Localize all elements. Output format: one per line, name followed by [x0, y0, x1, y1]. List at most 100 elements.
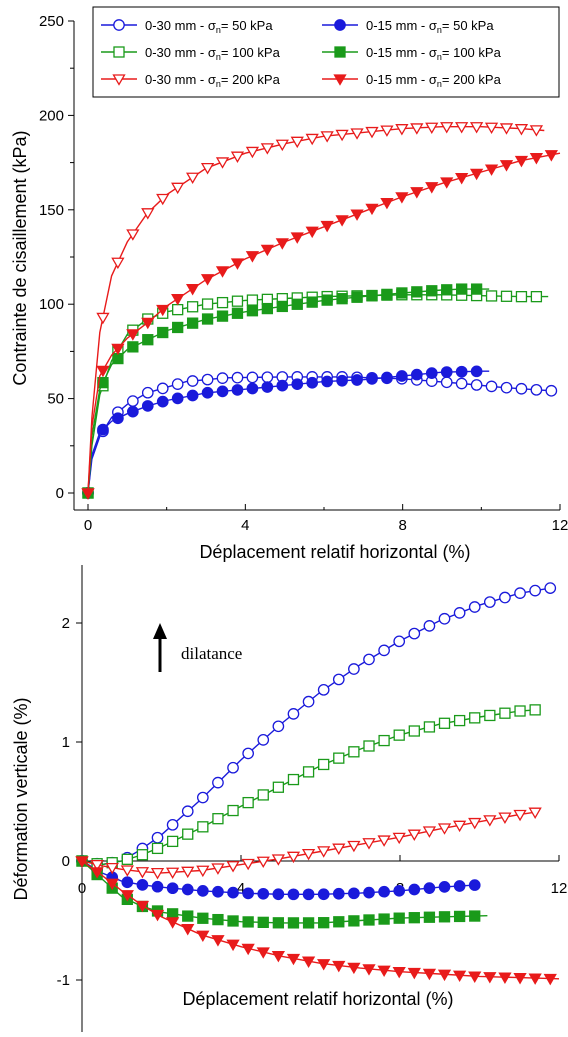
series-3-point-17 [336, 293, 348, 305]
series-5-point-24 [440, 177, 454, 189]
series-2-point-8 [197, 821, 209, 833]
series-1-point-22 [408, 883, 421, 896]
series-4-point-26 [469, 122, 484, 134]
series-5-point-24 [437, 969, 452, 982]
series-1-point-16 [321, 375, 333, 388]
series-5-point-3 [126, 329, 140, 341]
series-5-point-17 [335, 215, 349, 227]
series-2-point-28 [499, 707, 511, 719]
series-0-point-25 [453, 607, 466, 619]
series-2-point-21 [393, 729, 405, 741]
series-2-point-5 [151, 842, 164, 855]
series-0-point-31 [544, 582, 557, 594]
series-1-point-16 [317, 888, 330, 901]
series-2-point-22 [408, 725, 420, 737]
series-0-point-5 [156, 382, 169, 395]
series-4-point-11 [241, 858, 255, 871]
series-1-point-3 [126, 405, 139, 418]
series-5-point-26 [469, 168, 484, 181]
series-0-point-9 [212, 776, 224, 789]
legend-label: 0-15 mm - σn= 100 kPa [366, 45, 502, 62]
series-3-point-13 [272, 917, 285, 929]
series-5-point-21 [392, 966, 406, 979]
legend-marker [113, 46, 125, 58]
series-1-point-14 [287, 888, 300, 901]
series-0-point-11 [242, 747, 255, 760]
series-2-point-15 [302, 766, 315, 778]
series-3-point-16 [321, 294, 333, 306]
series-5-point-25 [452, 970, 467, 983]
series-3-point-18 [351, 291, 363, 303]
series-5-point-23 [425, 182, 439, 194]
series-0-point-7 [186, 375, 199, 387]
series-4-point-5 [156, 193, 170, 206]
y-tick-label-2: 1 [62, 734, 70, 751]
series-4-point-7 [181, 866, 195, 879]
series-3-point-19 [366, 290, 378, 302]
series-4-point-8 [200, 163, 215, 175]
series-5-point-10 [230, 258, 245, 270]
series-1-point-10 [231, 384, 244, 396]
series-3-point-1 [97, 376, 109, 389]
series-4-point-10 [230, 151, 245, 163]
series-5-point-8 [196, 930, 210, 943]
series-4-point-21 [392, 832, 406, 845]
series-0-line [81, 586, 556, 866]
series-1-point-4 [136, 879, 149, 891]
series-1-point-20 [381, 371, 393, 384]
series-3-point-21 [396, 287, 408, 299]
series-4-point-12 [256, 856, 270, 869]
series-4-point-17 [335, 129, 349, 142]
series-1-point-12 [261, 381, 274, 393]
series-3-point-11 [246, 305, 259, 317]
series-0-point-13 [272, 720, 285, 733]
y-tick-label-2: 100 [39, 296, 64, 313]
series-4-point-16 [320, 131, 334, 143]
series-0-point-15 [302, 695, 315, 708]
series-5-point-12 [260, 244, 274, 257]
series-5-point-4 [135, 900, 150, 913]
series-0-point-8 [196, 791, 209, 804]
series-0-point-23 [423, 620, 436, 632]
series-4-point-13 [271, 854, 285, 866]
series-4-point-29 [514, 124, 529, 136]
series-2-point-28 [500, 290, 513, 302]
series-5-point-14 [290, 232, 304, 244]
series-2-line [87, 294, 549, 494]
y-tick-label-3: 150 [39, 202, 64, 219]
series-5-point-11 [241, 943, 255, 956]
series-1-point-18 [348, 887, 360, 900]
series-5-point-15 [301, 956, 316, 968]
series-1-point-7 [181, 883, 194, 896]
series-3-point-26 [469, 910, 481, 922]
series-3-point-9 [212, 913, 224, 926]
series-2-point-24 [438, 717, 451, 729]
series-0-point-29 [515, 382, 528, 395]
series-2-point-29 [514, 705, 526, 717]
series-1-point-2 [112, 412, 124, 425]
series-3-point-10 [231, 307, 244, 319]
series-0-point-28 [500, 381, 513, 394]
legend-label: 0-30 mm - σn= 100 kPa [145, 45, 281, 62]
series-1-point-1 [97, 423, 109, 436]
series-0-point-25 [455, 377, 468, 390]
series-1-point-18 [351, 374, 363, 386]
series-2-point-8 [201, 298, 214, 310]
series-1-point-13 [276, 379, 289, 392]
series-2-point-10 [231, 295, 244, 307]
series-3-point-15 [302, 917, 315, 929]
series-5-point-9 [215, 266, 230, 278]
series-3-point-25 [453, 910, 466, 923]
series-0-point-26 [470, 379, 483, 391]
series-3-point-14 [287, 917, 300, 929]
legend-marker [334, 46, 346, 58]
series-1-point-17 [336, 374, 348, 387]
series-2-point-30 [530, 290, 543, 303]
legend-item-4: 0-30 mm - σn= 200 kPa [101, 72, 281, 89]
series-4-point-9 [211, 863, 225, 875]
series-5-point-4 [141, 317, 155, 330]
series-4-point-17 [332, 843, 346, 855]
series-3-point-7 [182, 910, 194, 922]
series-5-point-13 [275, 238, 289, 250]
series-4-point-25 [452, 820, 467, 833]
